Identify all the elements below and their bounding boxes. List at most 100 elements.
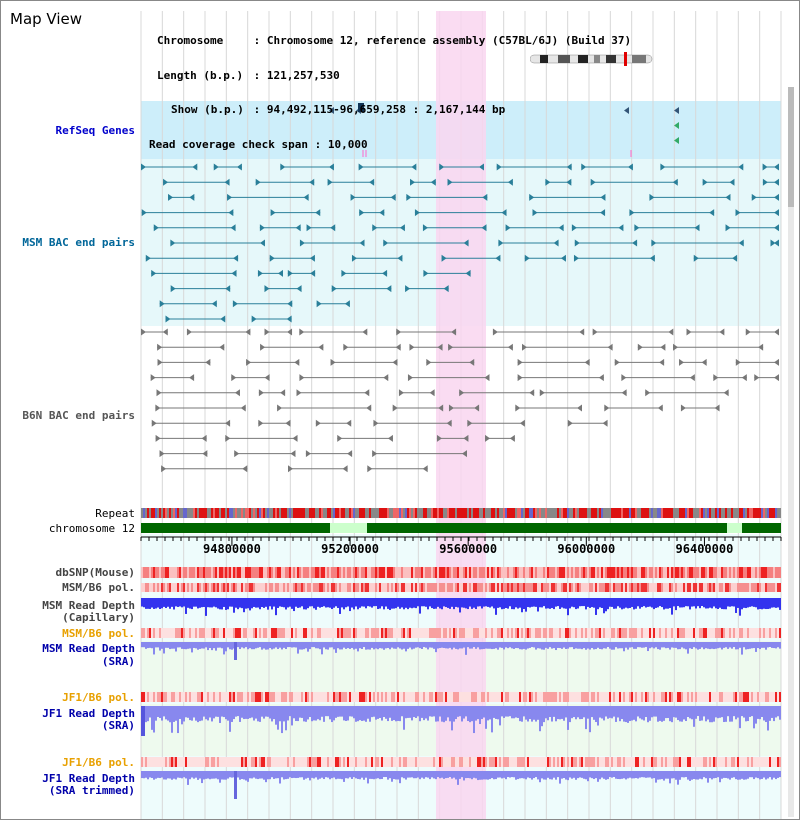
heat-cell (291, 583, 293, 592)
heat-cell (147, 583, 149, 592)
scrollbar-thumb[interactable] (788, 87, 794, 207)
bac-end-mark (260, 343, 266, 351)
depth-bar (639, 706, 641, 719)
heat-cell (529, 628, 531, 638)
depth-bar (735, 642, 737, 650)
chromosome-ideogram[interactable] (530, 52, 654, 66)
heat-cell (565, 692, 567, 702)
depth-bar (443, 598, 445, 607)
heat-cell (421, 567, 423, 578)
heat-cell (297, 567, 299, 578)
depth-bar (555, 642, 557, 651)
heat-cell (161, 628, 163, 638)
repeat-mark (151, 508, 153, 518)
heat-cell (227, 757, 229, 767)
depth-bar (529, 642, 531, 648)
repeat-mark (643, 508, 645, 518)
depth-bar (347, 706, 349, 721)
depth-bar (407, 706, 409, 718)
depth-bar (533, 642, 535, 648)
depth-bar (741, 771, 743, 779)
repeat-mark (373, 508, 375, 518)
depth-bar (431, 642, 433, 648)
heat-cell (689, 757, 691, 767)
depth-bar (529, 706, 531, 720)
depth-bar (615, 642, 617, 648)
heat-cell (613, 628, 615, 638)
heat-cell (173, 567, 175, 578)
heat-cell (289, 567, 291, 578)
heat-cell (675, 583, 677, 592)
depth-bar (345, 771, 347, 779)
heat-cell (445, 583, 447, 592)
heat-cell (495, 583, 497, 592)
depth-bar (611, 642, 613, 650)
depth-bar (665, 642, 667, 649)
heat-cell (627, 583, 629, 592)
bac-end-mark (359, 239, 365, 247)
vertical-scrollbar[interactable] (788, 87, 794, 817)
bac-end-mark (467, 419, 473, 427)
heat-cell (575, 692, 577, 702)
bac-end-mark (505, 224, 511, 232)
heat-cell (191, 757, 193, 767)
heat-cell (423, 757, 425, 767)
heat-cell (477, 692, 479, 702)
depth-bar (493, 771, 495, 780)
depth-bar (681, 642, 683, 648)
depth-bar (249, 706, 251, 719)
heat-cell (255, 757, 257, 767)
depth-bar (609, 598, 611, 607)
depth-bar (771, 771, 773, 780)
depth-bar (263, 642, 265, 649)
bac-end-mark (213, 163, 219, 171)
depth-bar (747, 642, 749, 650)
heat-cell (739, 567, 741, 578)
axis-tick-label: 96000000 (557, 542, 616, 556)
heat-cell (375, 583, 377, 592)
heat-cell (463, 583, 465, 592)
heat-cell (721, 583, 723, 592)
label-msm-b6-pol-sra: MSM/B6 pol. (62, 627, 135, 640)
depth-bar (155, 598, 157, 609)
bac-end-mark (362, 328, 368, 336)
repeat-mark (383, 508, 385, 518)
heat-cell (209, 567, 211, 578)
heat-cell (509, 567, 511, 578)
heat-cell (433, 692, 435, 702)
repeat-mark (379, 508, 381, 518)
heat-cell (745, 757, 747, 767)
depth-bar (599, 706, 601, 718)
heat-cell (329, 757, 331, 767)
depth-bar (743, 598, 745, 608)
heat-cell (225, 567, 227, 578)
heat-cell (691, 567, 693, 578)
repeat-mark (231, 508, 233, 518)
heat-cell (293, 628, 295, 638)
bac-end-mark (303, 193, 309, 201)
heat-cell (177, 692, 179, 702)
depth-bar (595, 706, 597, 723)
bac-end-mark (145, 254, 151, 262)
heat-cell (559, 692, 561, 702)
bac-end-mark (600, 193, 606, 201)
depth-bar (581, 598, 583, 607)
heat-cell (427, 692, 429, 702)
depth-bar (649, 642, 651, 649)
heat-cell (481, 757, 483, 767)
heat-cell (245, 583, 247, 592)
heat-cell (621, 583, 623, 592)
heat-cell (465, 628, 467, 638)
heat-cell (341, 692, 343, 702)
bac-end-mark (151, 419, 157, 427)
heat-cell (635, 757, 637, 767)
heat-cell (255, 692, 257, 702)
repeat-mark (773, 508, 775, 518)
depth-bar (339, 642, 341, 650)
heat-cell (729, 567, 731, 578)
bac-end-mark (231, 374, 237, 382)
depth-bar (401, 771, 403, 778)
heat-cell (323, 757, 325, 767)
heat-cell (321, 692, 323, 702)
